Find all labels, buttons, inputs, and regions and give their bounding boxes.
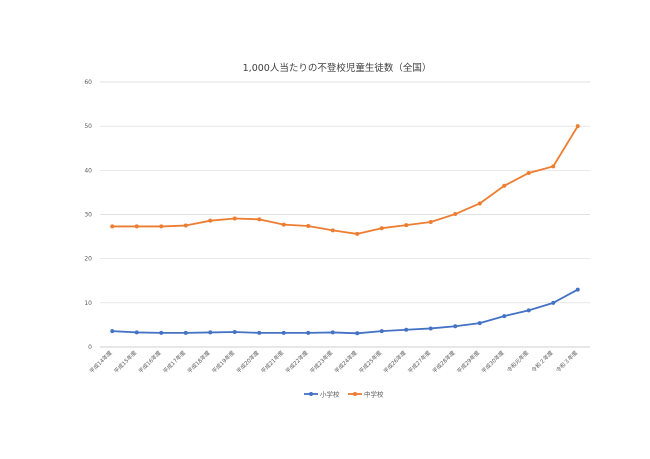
data-point — [208, 330, 213, 335]
x-tick-label: 平成20年度 — [235, 348, 262, 375]
y-tick-label: 20 — [84, 256, 92, 263]
data-point — [502, 183, 507, 188]
data-point — [159, 224, 164, 229]
legend-marker — [353, 392, 357, 396]
series-line — [112, 288, 579, 335]
data-point — [404, 223, 409, 228]
data-point — [575, 287, 580, 292]
legend-label: 小学校 — [320, 389, 340, 398]
data-point — [330, 330, 335, 335]
data-point — [453, 212, 458, 217]
data-point — [379, 329, 384, 334]
data-point — [232, 329, 237, 334]
legend-label: 中学校 — [364, 389, 384, 398]
data-point — [257, 330, 262, 335]
data-point — [526, 170, 531, 175]
data-point — [306, 223, 311, 228]
data-point — [159, 330, 164, 335]
data-point — [134, 330, 139, 335]
data-point — [355, 331, 360, 336]
y-tick-label: 40 — [84, 167, 92, 174]
x-tick-label: 平成29年度 — [455, 348, 482, 375]
x-tick-label: 令和２年度 — [530, 348, 555, 373]
y-tick-label: 50 — [84, 123, 92, 130]
x-tick-label: 平成25年度 — [357, 348, 384, 375]
data-point — [232, 216, 237, 221]
data-point — [575, 124, 580, 129]
x-tick-label: 平成14年度 — [88, 348, 115, 375]
legend-marker — [309, 392, 313, 396]
x-tick-label: 平成22年度 — [284, 348, 311, 375]
data-point — [183, 223, 188, 228]
x-axis-ticks: 平成14年度 平成15年度 平成16年度 平成17年度 平成18年度 平成19年度 平成20… — [88, 348, 580, 375]
legend: 小学校 中学校 — [304, 389, 384, 398]
x-tick-label: 平成16年度 — [137, 348, 164, 375]
x-tick-label: 平成27年度 — [406, 348, 433, 375]
x-tick-label: 平成23年度 — [308, 348, 335, 375]
data-point — [477, 201, 482, 206]
x-tick-label: 平成28年度 — [431, 348, 458, 375]
x-tick-label: 平成30年度 — [480, 348, 507, 375]
x-tick-label: 平成17年度 — [161, 348, 188, 375]
x-tick-label: 令和元年度 — [505, 348, 530, 373]
x-tick-label: 平成21年度 — [259, 348, 286, 375]
series-1 — [110, 287, 580, 336]
data-point — [379, 226, 384, 231]
x-tick-label: 平成26年度 — [382, 348, 409, 375]
data-point — [281, 330, 286, 335]
data-point — [551, 300, 556, 305]
data-point — [134, 224, 139, 229]
y-axis-ticks: 0 10 20 30 40 50 60 — [84, 79, 92, 351]
data-point — [551, 164, 556, 169]
data-point — [453, 324, 458, 329]
data-point — [257, 217, 262, 222]
data-point — [477, 321, 482, 326]
data-point — [306, 330, 311, 335]
data-point — [355, 231, 360, 236]
gridlines — [100, 81, 590, 348]
y-tick-label: 60 — [84, 79, 92, 86]
data-point — [404, 327, 409, 332]
y-tick-label: 30 — [84, 212, 92, 219]
x-tick-label: 平成24年度 — [333, 348, 360, 375]
data-point — [502, 314, 507, 319]
series-2 — [110, 124, 580, 236]
series-group — [110, 124, 580, 336]
legend-item-2: 中学校 — [348, 389, 384, 398]
data-point — [428, 220, 433, 225]
data-point — [330, 228, 335, 233]
y-tick-label: 10 — [84, 300, 92, 307]
data-point — [110, 329, 115, 334]
x-tick-label: 令和３年度 — [554, 348, 579, 373]
x-tick-label: 平成19年度 — [210, 348, 237, 375]
x-tick-label: 平成15年度 — [112, 348, 139, 375]
y-tick-label: 0 — [88, 344, 92, 351]
data-point — [208, 218, 213, 223]
chart-title: 1,000人当たりの不登校児童生徒数（全国） — [243, 62, 432, 74]
x-tick-label: 平成18年度 — [186, 348, 213, 375]
data-point — [428, 326, 433, 331]
data-point — [110, 224, 115, 229]
series-line — [112, 125, 579, 235]
data-point — [526, 308, 531, 313]
data-point — [281, 222, 286, 227]
data-point — [183, 330, 188, 335]
legend-item-1: 小学校 — [304, 389, 340, 398]
